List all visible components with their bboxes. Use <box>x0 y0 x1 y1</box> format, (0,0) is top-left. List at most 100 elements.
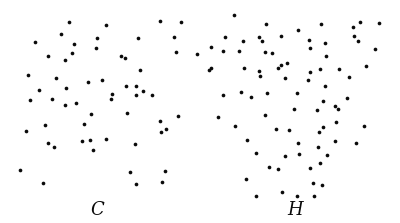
Text: H: H <box>287 201 302 219</box>
Point <box>51 146 58 149</box>
Point <box>103 23 110 27</box>
Point <box>252 194 259 198</box>
Point <box>22 129 29 133</box>
Point <box>322 41 328 45</box>
Point <box>243 177 249 181</box>
Point <box>42 124 48 127</box>
Point <box>332 104 339 108</box>
Point <box>123 85 130 88</box>
Point <box>317 67 324 71</box>
Point <box>278 63 284 67</box>
Point <box>256 70 262 73</box>
Point <box>24 73 31 77</box>
Point <box>208 45 214 48</box>
Point <box>262 51 268 54</box>
Point <box>266 165 272 169</box>
Point <box>320 125 326 128</box>
Point <box>72 101 79 105</box>
Point <box>158 130 164 134</box>
Point <box>363 64 369 68</box>
Point <box>108 97 114 100</box>
Point <box>296 152 302 155</box>
Point <box>133 93 139 97</box>
Point <box>306 38 312 41</box>
Point <box>323 54 329 58</box>
Point <box>309 181 316 184</box>
Point <box>206 68 212 72</box>
Point <box>171 35 178 38</box>
Point <box>122 56 128 60</box>
Point <box>94 36 100 40</box>
Point <box>282 76 288 80</box>
Point <box>45 142 51 145</box>
Point <box>324 153 330 156</box>
Point <box>134 37 141 40</box>
Point <box>282 154 288 158</box>
Point <box>333 120 340 124</box>
Point <box>322 84 329 87</box>
Point <box>231 13 237 17</box>
Point <box>45 54 51 58</box>
Point <box>163 127 170 131</box>
Point <box>294 194 300 197</box>
Point <box>88 113 94 116</box>
Point <box>49 97 56 100</box>
Point <box>175 115 182 118</box>
Point <box>36 88 42 92</box>
Point <box>78 140 85 143</box>
Point <box>173 51 180 54</box>
Point <box>355 40 361 43</box>
Point <box>372 47 378 50</box>
Point <box>162 169 169 173</box>
Point <box>62 58 69 62</box>
Point <box>361 124 368 127</box>
Point <box>307 46 313 49</box>
Point <box>314 108 320 112</box>
Point <box>238 90 244 93</box>
Point <box>275 66 282 70</box>
Point <box>344 96 350 100</box>
Point <box>220 94 226 97</box>
Point <box>126 170 133 173</box>
Point <box>346 76 353 79</box>
Point <box>87 138 93 142</box>
Point <box>69 52 75 55</box>
Point <box>307 166 313 169</box>
Point <box>103 137 109 141</box>
Point <box>194 52 200 56</box>
Point <box>357 20 364 24</box>
Point <box>17 168 23 171</box>
Point <box>32 40 39 44</box>
Point <box>256 75 263 78</box>
Point <box>93 47 99 50</box>
Point <box>159 180 165 183</box>
Point <box>278 190 285 194</box>
Point <box>27 99 33 102</box>
Point <box>208 66 214 69</box>
Point <box>316 130 323 134</box>
Point <box>318 184 325 187</box>
Point <box>53 76 60 79</box>
Point <box>232 124 238 128</box>
Point <box>311 194 317 198</box>
Point <box>177 20 184 24</box>
Text: C: C <box>90 201 104 219</box>
Point <box>353 141 360 145</box>
Point <box>351 35 357 38</box>
Point <box>157 119 163 123</box>
Point <box>306 71 313 74</box>
Point <box>294 92 300 95</box>
Point <box>222 35 228 39</box>
Point <box>273 127 279 130</box>
Point <box>236 49 242 53</box>
Point <box>332 139 339 143</box>
Point <box>140 89 146 92</box>
Point <box>350 25 356 29</box>
Point <box>132 142 138 146</box>
Point <box>262 113 268 117</box>
Point <box>317 162 323 165</box>
Point <box>40 181 46 185</box>
Point <box>286 128 292 132</box>
Point <box>70 42 77 45</box>
Point <box>244 138 250 142</box>
